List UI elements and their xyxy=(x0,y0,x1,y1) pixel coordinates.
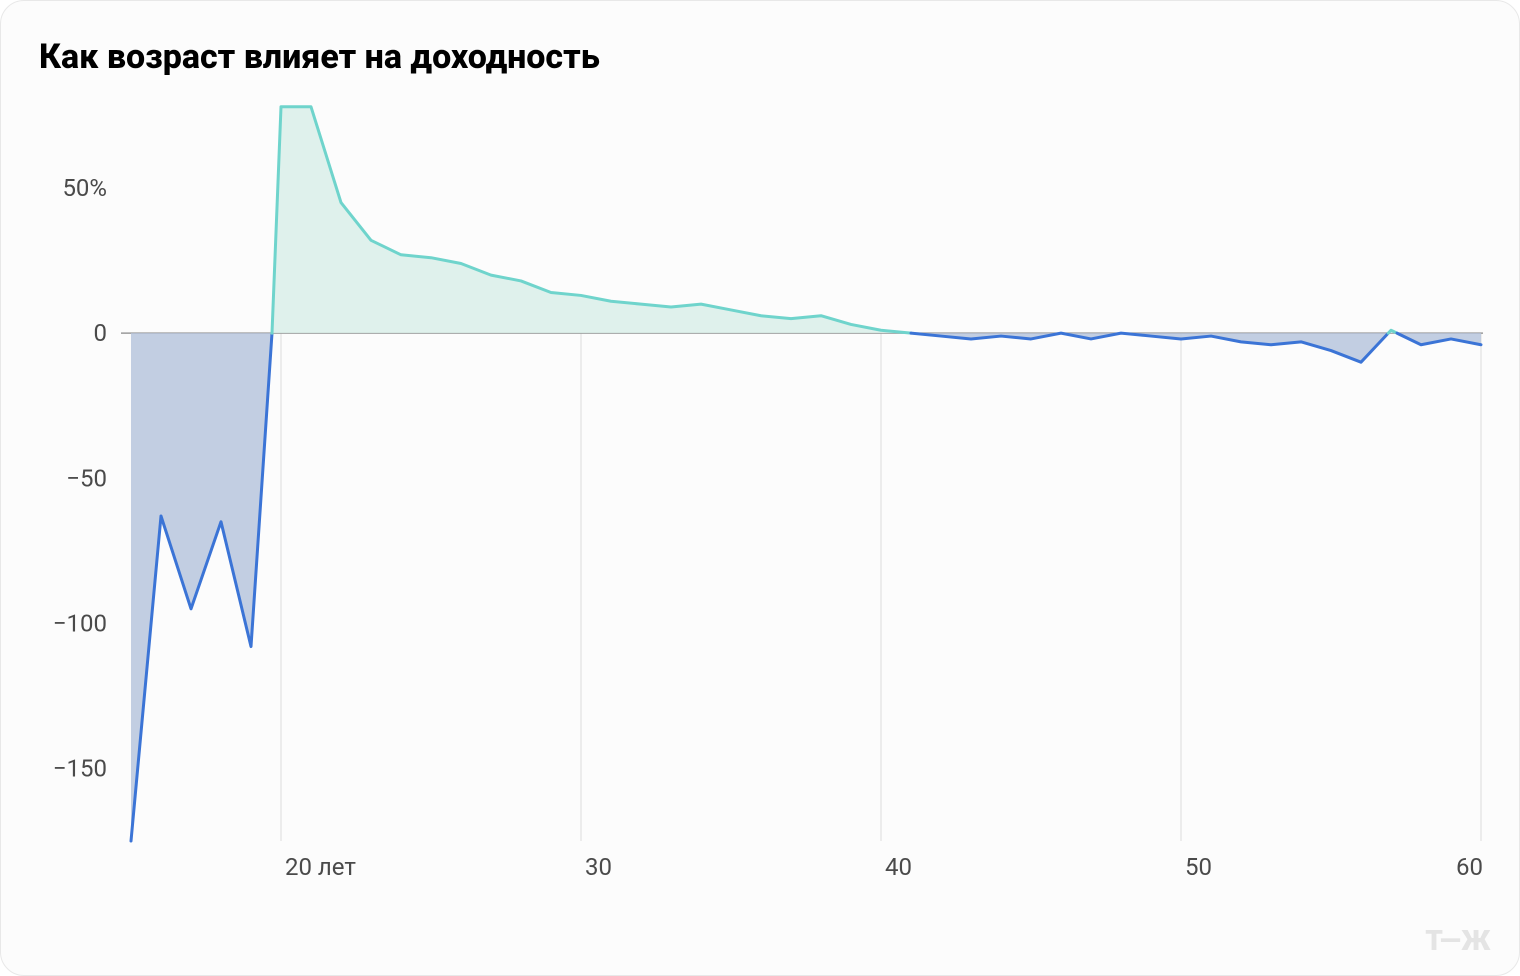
y-tick-label: 0 xyxy=(94,319,108,347)
y-tick-label: −100 xyxy=(53,609,107,637)
x-tick-label: 30 xyxy=(585,853,612,881)
y-tick-label: 50% xyxy=(62,174,107,202)
x-tick-label: 60 xyxy=(1456,853,1483,881)
x-tick-label: 50 xyxy=(1185,853,1212,881)
y-tick-label: −150 xyxy=(53,754,107,782)
y-tick-label: −50 xyxy=(66,464,107,492)
watermark: Т—Ж xyxy=(1425,924,1491,957)
area-chart: 50% 0 −50 −100 −150 20 лет 30 40 50 60 xyxy=(1,1,1520,976)
x-tick-label: 20 лет xyxy=(285,853,356,881)
x-tick-label: 40 xyxy=(885,853,912,881)
chart-card: Как возраст влияет на доходность 50%0−50… xyxy=(0,0,1520,976)
